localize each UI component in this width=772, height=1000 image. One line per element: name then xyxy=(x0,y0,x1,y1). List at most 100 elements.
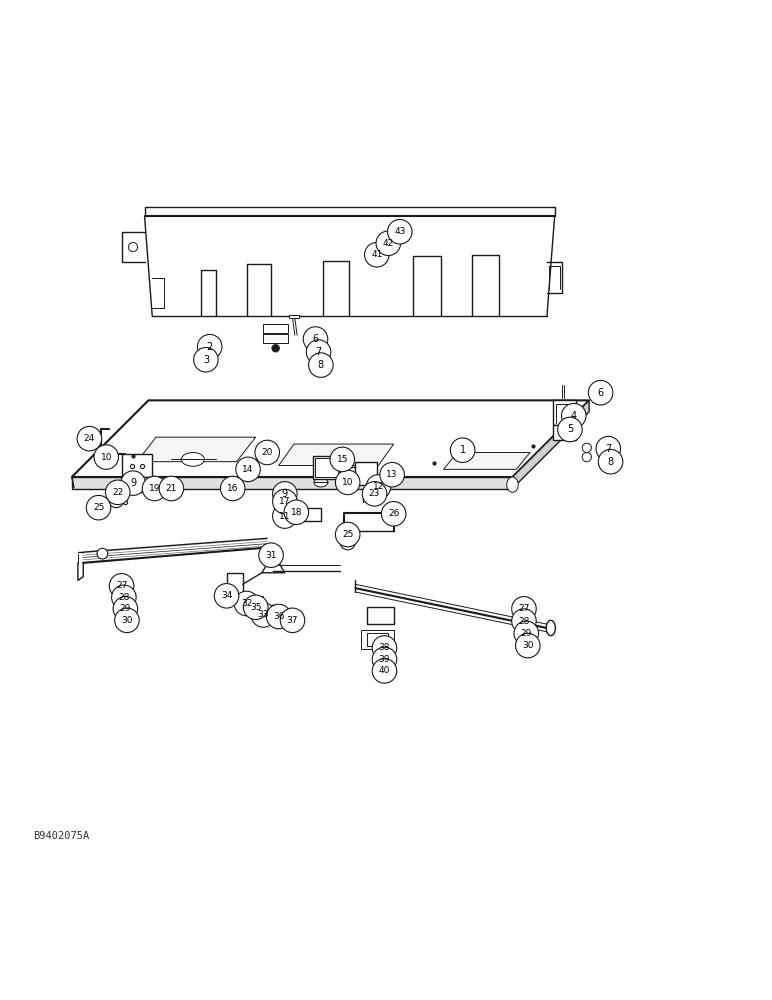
Text: 27: 27 xyxy=(116,581,127,590)
Polygon shape xyxy=(361,630,394,649)
Text: 5: 5 xyxy=(567,424,573,434)
Text: 19: 19 xyxy=(149,484,161,493)
Circle shape xyxy=(159,476,184,501)
Polygon shape xyxy=(279,444,394,466)
Text: 12: 12 xyxy=(373,482,384,491)
Text: 8: 8 xyxy=(318,360,324,370)
Circle shape xyxy=(272,344,279,352)
Ellipse shape xyxy=(314,478,328,487)
Text: 26: 26 xyxy=(388,509,399,518)
Circle shape xyxy=(115,608,139,633)
Circle shape xyxy=(194,347,218,372)
Circle shape xyxy=(120,471,145,495)
Circle shape xyxy=(273,482,297,506)
Circle shape xyxy=(309,353,333,377)
Circle shape xyxy=(284,500,309,525)
Circle shape xyxy=(266,604,291,629)
Text: 43: 43 xyxy=(394,227,405,236)
Circle shape xyxy=(588,380,613,405)
Text: 10: 10 xyxy=(342,478,354,487)
Circle shape xyxy=(303,327,328,351)
Circle shape xyxy=(306,340,331,364)
Circle shape xyxy=(259,543,283,567)
Text: 40: 40 xyxy=(379,666,390,675)
Text: 8: 8 xyxy=(608,457,614,467)
Text: 7: 7 xyxy=(316,347,322,357)
Polygon shape xyxy=(263,324,288,333)
Circle shape xyxy=(335,522,360,547)
Polygon shape xyxy=(313,456,340,479)
Circle shape xyxy=(235,457,260,482)
Text: 24: 24 xyxy=(83,434,95,443)
Text: 9: 9 xyxy=(282,489,288,499)
Text: 21: 21 xyxy=(166,484,177,493)
Polygon shape xyxy=(553,425,576,440)
Circle shape xyxy=(273,489,297,514)
Polygon shape xyxy=(121,477,152,492)
Text: 16: 16 xyxy=(227,484,239,493)
Circle shape xyxy=(512,597,537,621)
Circle shape xyxy=(106,480,130,505)
Text: 11: 11 xyxy=(279,512,290,521)
Circle shape xyxy=(366,475,391,499)
Ellipse shape xyxy=(181,452,205,466)
Circle shape xyxy=(86,495,111,520)
Circle shape xyxy=(280,608,305,633)
Text: 28: 28 xyxy=(518,617,530,626)
Text: 18: 18 xyxy=(290,508,302,517)
Text: 38: 38 xyxy=(379,643,390,652)
Text: 28: 28 xyxy=(118,593,130,602)
Circle shape xyxy=(273,504,297,528)
Text: B9402075A: B9402075A xyxy=(33,831,90,841)
Circle shape xyxy=(557,417,582,442)
Circle shape xyxy=(376,231,401,256)
Text: 23: 23 xyxy=(369,489,380,498)
Circle shape xyxy=(514,621,539,646)
Text: 25: 25 xyxy=(342,530,354,539)
Polygon shape xyxy=(244,596,263,607)
Text: 42: 42 xyxy=(383,239,394,248)
Text: 39: 39 xyxy=(379,655,390,664)
Circle shape xyxy=(77,426,102,451)
Text: 34: 34 xyxy=(221,591,232,600)
Text: 9: 9 xyxy=(130,478,136,488)
Polygon shape xyxy=(355,462,377,485)
Text: 20: 20 xyxy=(262,448,273,457)
Text: 27: 27 xyxy=(518,604,530,613)
Text: 6: 6 xyxy=(313,334,319,344)
Polygon shape xyxy=(121,454,152,477)
Circle shape xyxy=(234,591,259,616)
Circle shape xyxy=(388,219,412,244)
Polygon shape xyxy=(263,334,288,343)
Polygon shape xyxy=(443,452,530,469)
Text: 29: 29 xyxy=(120,604,131,613)
Text: 15: 15 xyxy=(337,455,348,464)
Polygon shape xyxy=(293,508,321,521)
Ellipse shape xyxy=(506,477,518,492)
Circle shape xyxy=(362,482,387,506)
Circle shape xyxy=(251,603,276,627)
Circle shape xyxy=(512,609,537,633)
Circle shape xyxy=(94,445,119,469)
Text: 3: 3 xyxy=(203,355,209,365)
Polygon shape xyxy=(553,400,576,425)
Circle shape xyxy=(372,647,397,672)
Polygon shape xyxy=(513,400,589,489)
Text: 17: 17 xyxy=(279,497,290,506)
Circle shape xyxy=(330,447,354,472)
Circle shape xyxy=(596,436,621,461)
Circle shape xyxy=(255,440,279,465)
Text: 29: 29 xyxy=(520,629,532,638)
Polygon shape xyxy=(367,607,394,624)
Circle shape xyxy=(97,548,108,559)
Circle shape xyxy=(598,449,623,474)
Circle shape xyxy=(142,476,167,501)
Text: 35: 35 xyxy=(250,603,262,612)
Circle shape xyxy=(516,633,540,658)
Circle shape xyxy=(582,443,591,452)
Text: 36: 36 xyxy=(273,612,284,621)
Circle shape xyxy=(215,584,239,608)
Circle shape xyxy=(221,476,245,501)
Circle shape xyxy=(364,242,389,267)
Text: 2: 2 xyxy=(207,342,213,352)
